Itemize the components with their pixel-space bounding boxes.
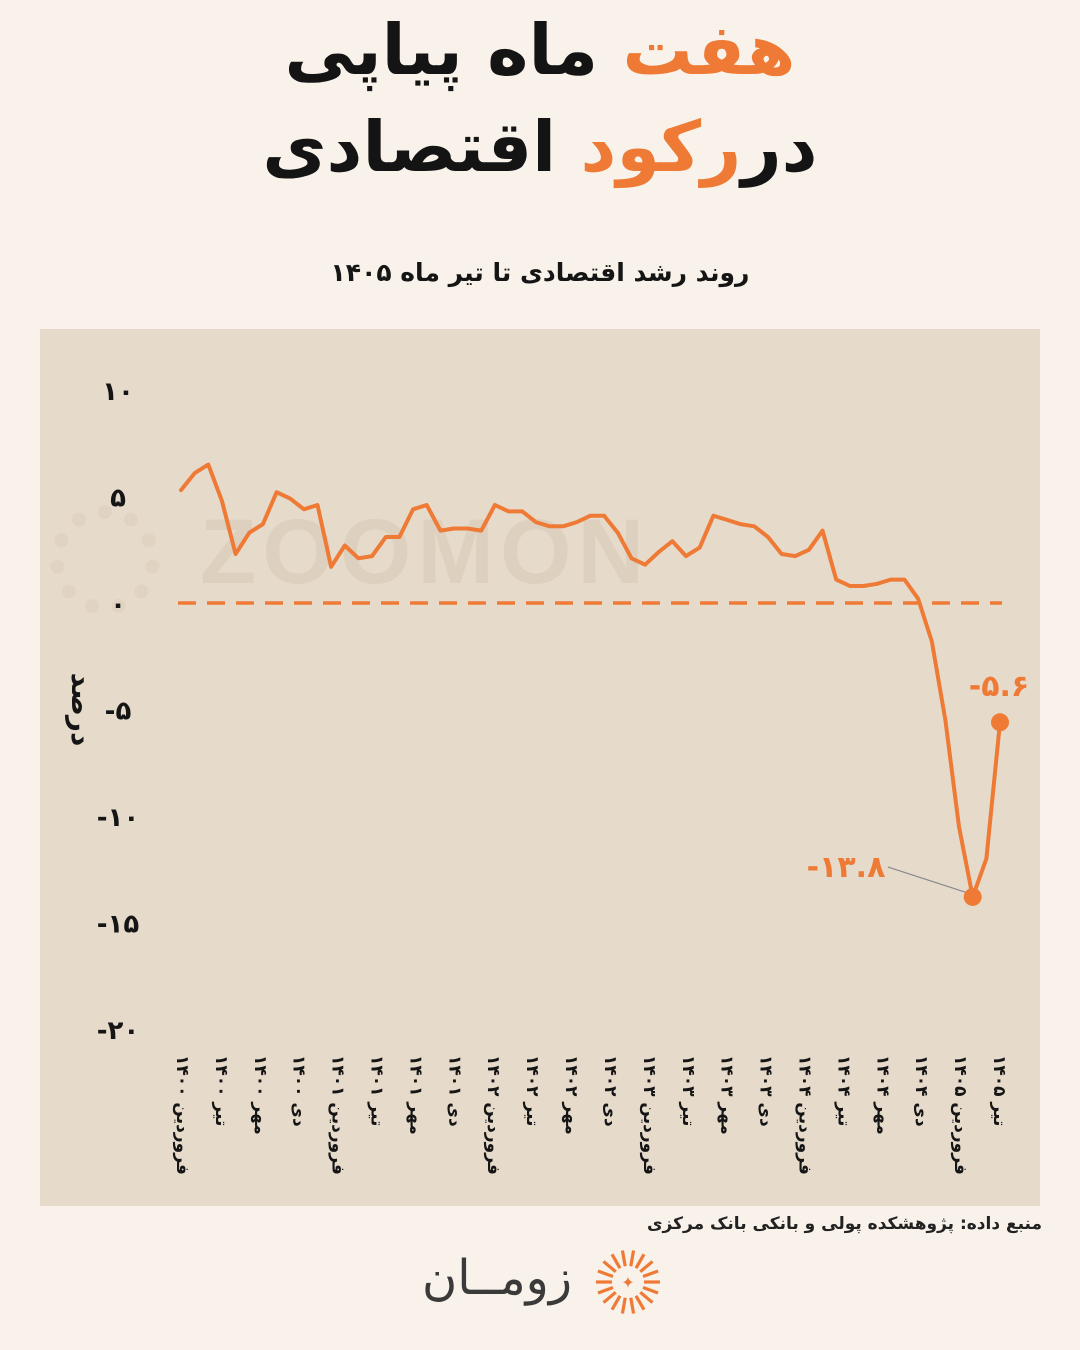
title-text-1: ماه پیاپی — [284, 9, 599, 91]
y-tick-label: ۰ — [110, 590, 126, 620]
x-tick-label: دی ۱۴۰۴ — [911, 1055, 931, 1127]
series-line — [179, 462, 1002, 899]
x-tick-label: فروردین ۱۴۰۰ — [172, 1055, 192, 1175]
y-axis-label: درصد — [65, 673, 98, 747]
svg-text:✦: ✦ — [621, 1273, 634, 1292]
logo-ray — [602, 1291, 617, 1304]
x-tick-label: مهر ۱۴۰۱ — [405, 1055, 425, 1135]
x-tick-label: تیر ۱۴۰۲ — [522, 1055, 542, 1126]
logo-ray — [642, 1269, 659, 1279]
y-tick-label: ۱۰ — [102, 377, 134, 407]
x-tick-label: فروردین ۱۴۰۴ — [794, 1055, 814, 1175]
x-tick-label: مهر ۱۴۰۳ — [717, 1055, 737, 1135]
sunburst-logo-icon: ✦ — [596, 1250, 660, 1314]
y-tick-label: -۱۰ — [97, 803, 140, 833]
title-line-2: دررکود اقتصادی — [0, 102, 1080, 192]
annotation-point-min — [963, 887, 982, 906]
x-tick-label: فروردین ۱۴۰۵ — [950, 1055, 970, 1175]
watermark-text: ZOOMON — [200, 501, 650, 603]
x-tick-label: دی ۱۴۰۳ — [756, 1055, 776, 1127]
x-tick-label: تیر ۱۴۰۱ — [367, 1055, 387, 1126]
logo-ray — [620, 1297, 627, 1314]
logo-ray — [610, 1295, 622, 1311]
logo-ray — [639, 1260, 654, 1273]
x-tick-label: دی ۱۴۰۱ — [444, 1055, 464, 1127]
x-tick-label: فروردین ۱۴۰۱ — [328, 1055, 348, 1175]
x-tick-label: مهر ۱۴۰۲ — [561, 1055, 581, 1135]
x-tick-label: مهر ۱۴۰۴ — [872, 1055, 892, 1135]
annotation-label-last: -۵.۶ — [969, 669, 1029, 704]
y-tick-label: -۵ — [105, 697, 132, 727]
source-note: منبع داده: پژوهشکده پولی و بانکی بانک مر… — [646, 1214, 1042, 1234]
title-text-2b: اقتصادی — [262, 106, 557, 188]
y-tick-label: ۵ — [110, 484, 126, 514]
x-tick-label: تیر ۱۴۰۳ — [678, 1055, 698, 1126]
title-text-2a: در — [741, 106, 818, 188]
x-tick-label: فروردین ۱۴۰۳ — [639, 1055, 659, 1175]
logo-ray — [639, 1291, 654, 1304]
logo-ray — [629, 1297, 636, 1314]
logo-ray — [597, 1269, 614, 1279]
logo-ray — [597, 1285, 614, 1295]
x-tick-label: دی ۱۴۰۰ — [289, 1055, 309, 1127]
logo-ray — [634, 1253, 646, 1269]
title-accent-word-2: رکود — [580, 106, 742, 188]
annotation-point-last — [991, 713, 1009, 732]
chart-panel — [40, 329, 1040, 1206]
logo-ray — [642, 1285, 659, 1295]
x-tick-label: تیر ۱۴۰۰ — [211, 1055, 231, 1126]
annotation-label-min: -۱۳.۸ — [807, 850, 886, 885]
logo-ray — [620, 1250, 627, 1267]
x-tick-label: دی ۱۴۰۲ — [600, 1055, 620, 1127]
y-tick-label: -۱۵ — [97, 910, 140, 940]
y-tick-label: -۲۰ — [97, 1016, 140, 1046]
title-accent-word-1: هفت — [622, 9, 796, 91]
logo-ray — [634, 1295, 646, 1311]
logo-ray — [602, 1260, 617, 1273]
annotation-leader-line — [887, 866, 968, 894]
x-tick-label: مهر ۱۴۰۰ — [250, 1055, 270, 1135]
x-tick-label: تیر ۱۴۰۵ — [989, 1055, 1009, 1126]
chart-subtitle: روند رشد اقتصادی تا تیر ماه ۱۴۰۵ — [330, 258, 750, 287]
x-tick-label: تیر ۱۴۰۴ — [833, 1055, 853, 1126]
logo-ray — [610, 1253, 622, 1269]
brand-wordmark: زومــان — [421, 1250, 573, 1306]
x-tick-label: فروردین ۱۴۰۲ — [483, 1055, 503, 1175]
logo-ray — [629, 1250, 636, 1267]
title-line-1: هفت ماه پیاپی — [0, 5, 1080, 95]
